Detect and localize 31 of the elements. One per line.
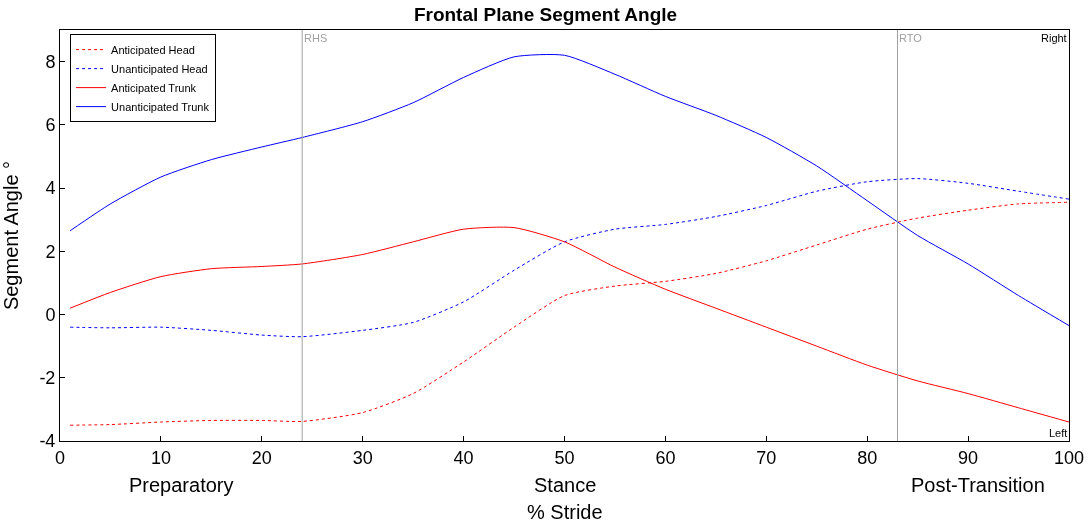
y-axis-title: Segment Angle ° [0,160,22,311]
y-tick-label: 2 [45,241,56,262]
text: Stance [534,474,597,496]
x-tick-label: 50 [554,447,575,468]
chart-title: Frontal Plane Segment Angle [413,4,678,26]
y-tick-label: 6 [45,115,56,136]
y-tick-label: 4 [45,178,56,199]
legend-label: Anticipated Trunk [111,81,197,94]
ref-line-label: RTO [899,32,923,44]
x-tick-label: 10 [150,447,171,468]
y-tick-label: 0 [45,304,56,325]
y-tick-label: -4 [39,431,56,452]
x-axis-title: % Stride [527,501,603,523]
x-tick-label: 40 [453,447,474,468]
text: Post-Transition [911,474,1045,496]
x-tick-label: 80 [857,447,878,468]
x-tick-label: 60 [655,447,676,468]
annotation: Right [1041,32,1067,44]
legend-label: Anticipated Head [111,43,195,56]
legend-label: Unanticipated Trunk [111,100,210,113]
ref-line-label: RHS [304,32,328,44]
x-tick-label: 30 [352,447,373,468]
x-tick-label: 20 [251,447,272,468]
y-tick-label: 8 [45,51,56,72]
x-tick-label: 70 [756,447,777,468]
legend-label: Unanticipated Head [111,62,208,75]
text: Preparatory [129,474,234,496]
x-tick-label: 100 [1053,447,1085,468]
y-tick-label: -2 [39,368,56,389]
x-tick-label: 90 [958,447,979,468]
annotation: Left [1049,427,1068,439]
